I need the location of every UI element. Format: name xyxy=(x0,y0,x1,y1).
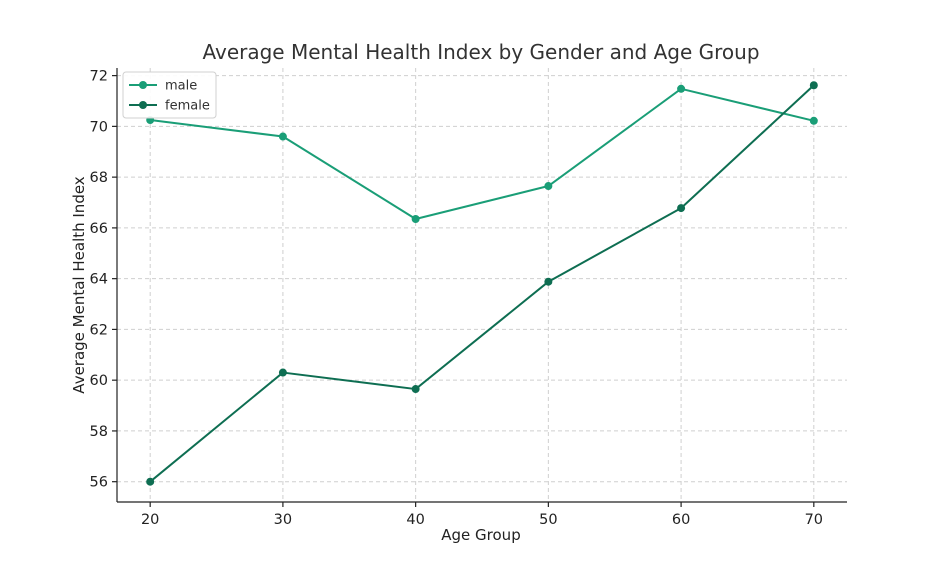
series-line-male xyxy=(150,87,815,221)
data-point-male xyxy=(411,215,420,224)
data-point-male xyxy=(278,132,287,141)
series-male xyxy=(146,84,818,224)
series xyxy=(146,81,818,486)
legend-label: female xyxy=(165,99,210,114)
y-tick-label: 56 xyxy=(90,475,108,491)
ticks: 56 58 60 62 64 66 68 70 72 20 30 40 50 60 70 xyxy=(90,69,823,528)
series-line-female xyxy=(149,84,815,483)
legend-item-female: female xyxy=(129,99,210,114)
y-tick-label: 72 xyxy=(90,69,108,85)
y-tick-label: 58 xyxy=(90,424,108,440)
data-point-female xyxy=(411,385,420,394)
y-tick-label: 66 xyxy=(90,221,108,237)
data-point-female xyxy=(809,81,818,90)
data-point-male xyxy=(809,116,818,125)
data-point-male xyxy=(677,84,686,93)
x-tick-label: 60 xyxy=(672,512,690,528)
y-tick-label: 68 xyxy=(90,170,108,186)
axes xyxy=(116,68,847,503)
data-point-female xyxy=(544,277,553,286)
legend-marker xyxy=(139,81,147,89)
y-tick-label: 62 xyxy=(90,322,108,338)
x-tick-label: 50 xyxy=(539,512,557,528)
x-tick-label: 30 xyxy=(274,512,292,528)
legend: male female xyxy=(122,71,217,119)
y-tick-label: 64 xyxy=(90,272,108,288)
y-axis-label: Average Mental Health Index xyxy=(70,176,88,393)
legend-label: male xyxy=(165,79,197,94)
y-tick-label: 70 xyxy=(90,119,108,135)
data-point-female xyxy=(146,477,155,486)
y-tick-label: 60 xyxy=(90,373,108,389)
data-point-male xyxy=(544,182,553,191)
x-tick-label: 20 xyxy=(141,512,159,528)
series-female xyxy=(146,81,818,486)
x-tick-label: 40 xyxy=(406,512,424,528)
legend-marker xyxy=(139,101,147,109)
chart-title: Average Mental Health Index by Gender an… xyxy=(202,40,759,64)
x-axis-label: Age Group xyxy=(441,526,520,544)
x-tick-label: 70 xyxy=(805,512,823,528)
grid xyxy=(117,68,847,502)
data-point-female xyxy=(278,368,287,377)
data-point-female xyxy=(677,204,686,213)
legend-item-male: male xyxy=(129,79,197,94)
